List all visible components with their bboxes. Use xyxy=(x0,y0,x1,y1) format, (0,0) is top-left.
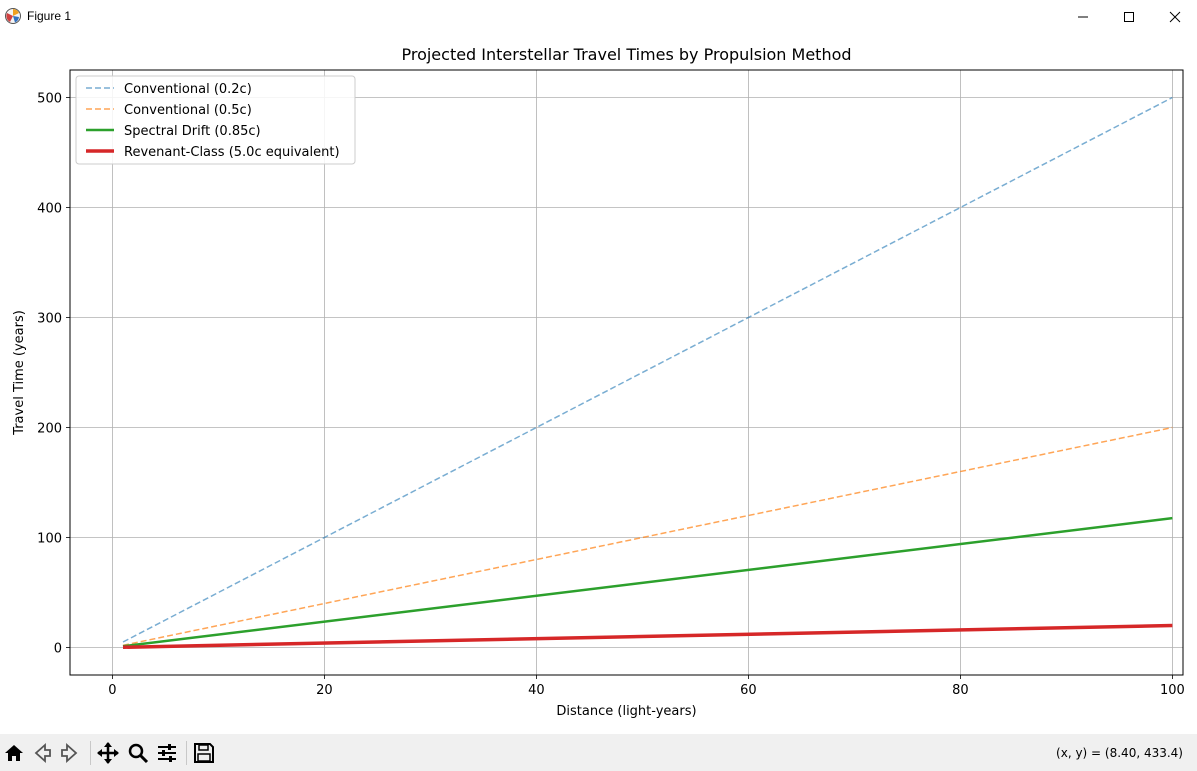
series-line-2 xyxy=(122,426,1173,647)
pan-button[interactable] xyxy=(94,739,122,767)
x-tick-label: 80 xyxy=(952,683,969,698)
toolbar-separator xyxy=(90,741,91,765)
x-tick-label: 0 xyxy=(108,683,116,698)
save-icon xyxy=(194,743,214,763)
x-tick-label: 40 xyxy=(528,683,545,698)
save-button[interactable] xyxy=(190,739,218,767)
pan-icon xyxy=(97,742,119,764)
y-tick-label: 200 xyxy=(37,422,62,437)
y-tick-label: 0 xyxy=(54,642,62,657)
navigation-toolbar: (x, y) = (8.40, 433.4) xyxy=(0,734,1197,771)
legend-label: Spectral Drift (0.85c) xyxy=(124,124,261,139)
configure-icon xyxy=(158,744,176,762)
y-tick-label: 300 xyxy=(37,312,62,327)
series-layer xyxy=(122,96,1173,650)
x-tick-label: 100 xyxy=(1160,683,1185,698)
matplotlib-logo-icon xyxy=(5,8,21,24)
y-tick-label: 100 xyxy=(37,532,62,547)
series-line-1 xyxy=(122,96,1173,643)
forward-icon xyxy=(61,742,78,764)
maximize-icon xyxy=(1124,11,1134,22)
window-title: Figure 1 xyxy=(27,9,72,23)
tick-layer: 0 20 40 60 80 100 0 100 200 300 400 500 xyxy=(37,92,1185,699)
cursor-coordinates: (x, y) = (8.40, 433.4) xyxy=(1056,746,1183,760)
legend-label: Conventional (0.2c) xyxy=(124,82,252,97)
series-line-4 xyxy=(122,623,1173,650)
close-button[interactable] xyxy=(1152,0,1197,33)
forward-button[interactable] xyxy=(56,739,84,767)
x-tick-label: 60 xyxy=(740,683,757,698)
x-tick-label: 20 xyxy=(316,683,333,698)
legend-label: Conventional (0.5c) xyxy=(124,103,252,118)
legend: Conventional (0.2c) Conventional (0.5c) Sp… xyxy=(75,75,356,165)
series-line-3 xyxy=(122,516,1173,648)
home-icon xyxy=(5,745,23,761)
y-tick-label: 400 xyxy=(37,202,62,217)
window-titlebar: Figure 1 xyxy=(0,0,1197,34)
chart: 0 20 40 60 80 100 0 100 200 300 400 500 Projected I… xyxy=(12,45,1185,719)
axes-frame xyxy=(69,69,1184,676)
minimize-icon xyxy=(1078,16,1088,17)
back-button[interactable] xyxy=(28,739,56,767)
chart-title: Projected Interstellar Travel Times by P… xyxy=(401,45,851,64)
y-axis-label: Travel Time (years) xyxy=(12,310,27,436)
back-icon xyxy=(34,742,51,764)
x-axis-label: Distance (light-years) xyxy=(556,704,696,719)
zoom-icon xyxy=(128,743,149,764)
close-icon xyxy=(1169,11,1181,22)
maximize-button[interactable] xyxy=(1106,0,1152,33)
zoom-button[interactable] xyxy=(124,739,152,767)
minimize-button[interactable] xyxy=(1060,0,1106,33)
y-tick-label: 500 xyxy=(37,92,62,107)
configure-button[interactable] xyxy=(153,739,181,767)
toolbar-separator xyxy=(186,741,187,765)
home-button[interactable] xyxy=(0,739,28,767)
legend-label: Revenant-Class (5.0c equivalent) xyxy=(124,145,340,160)
legend-box xyxy=(75,75,356,165)
